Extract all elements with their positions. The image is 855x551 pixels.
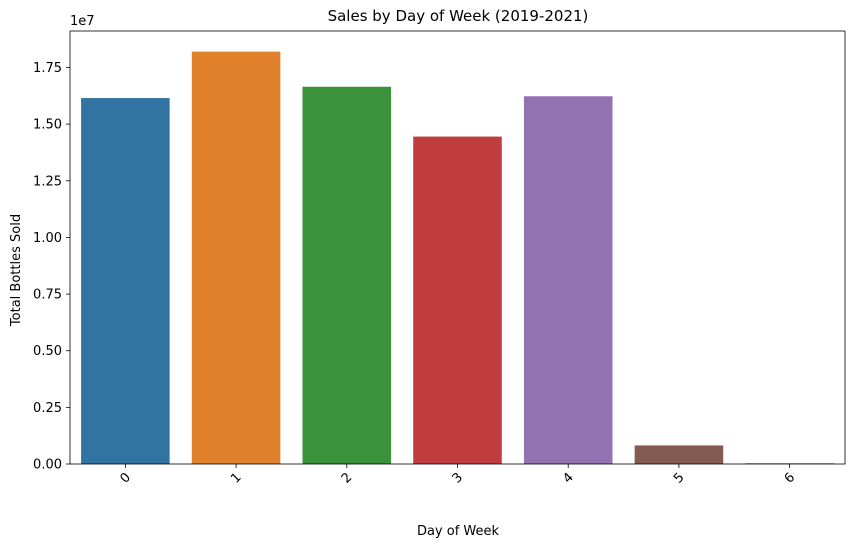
x-axis-label: Day of Week bbox=[417, 524, 500, 539]
x-tick-label: 3 bbox=[450, 470, 466, 486]
y-tick-label: 0.00 bbox=[33, 458, 62, 473]
x-tick-label: 1 bbox=[228, 470, 244, 486]
y-tick-label: 1.00 bbox=[33, 231, 62, 246]
y-tick-label: 1.50 bbox=[33, 118, 62, 133]
y-axis-ticks: 0.00 0.25 0.50 0.75 1.00 1.25 1.50 1.75 bbox=[33, 61, 70, 473]
x-tick-label: 5 bbox=[671, 470, 687, 486]
bar-2 bbox=[302, 86, 392, 465]
chart-title: Sales by Day of Week (2019-2021) bbox=[328, 7, 589, 25]
y-axis-label: Total Bottles Sold bbox=[9, 214, 24, 327]
y-axis-offset-label: 1e7 bbox=[70, 14, 95, 29]
y-tick-label: 1.75 bbox=[33, 61, 62, 76]
y-tick-label: 0.75 bbox=[33, 288, 62, 303]
plot-frame bbox=[69, 30, 846, 465]
bar-1 bbox=[191, 51, 281, 465]
y-tick-label: 1.25 bbox=[33, 174, 62, 189]
bars bbox=[81, 51, 834, 465]
bar-0 bbox=[81, 98, 170, 464]
x-tick-label: 4 bbox=[560, 470, 576, 486]
x-axis-ticks: 0 1 2 3 4 5 6 bbox=[117, 464, 798, 487]
y-tick-label: 0.25 bbox=[33, 401, 62, 416]
x-tick-label: 2 bbox=[339, 470, 355, 486]
bar-3 bbox=[413, 136, 502, 464]
bar-6 bbox=[745, 463, 834, 464]
x-tick-label: 6 bbox=[782, 470, 798, 486]
y-tick-label: 0.50 bbox=[33, 344, 62, 359]
bar-5 bbox=[634, 445, 724, 464]
x-tick-label: 0 bbox=[117, 470, 133, 486]
bar-4 bbox=[523, 96, 613, 464]
